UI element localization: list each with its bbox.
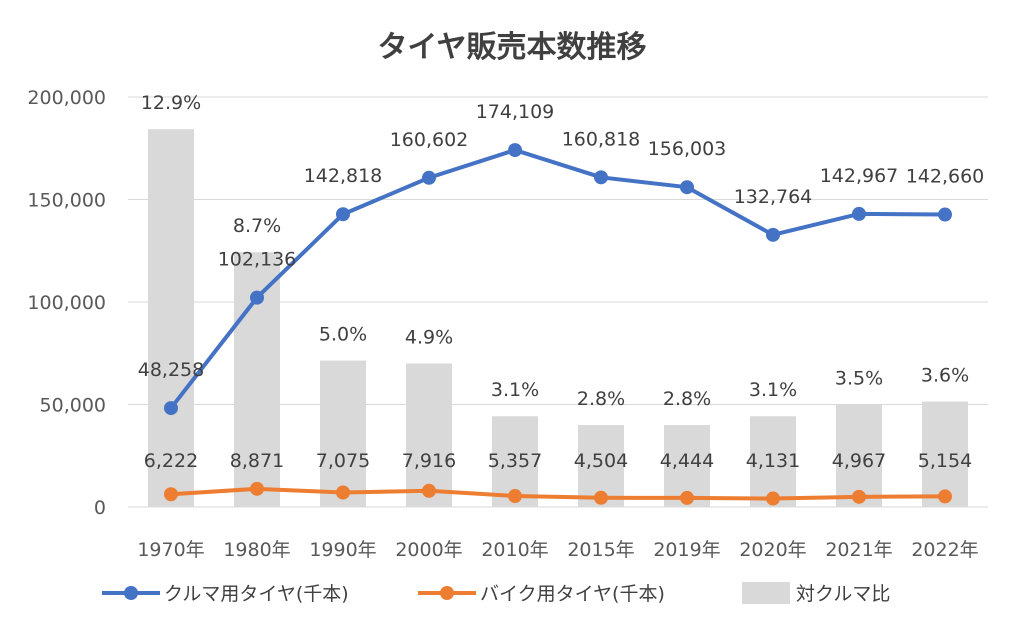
line-data-label: 4,967 bbox=[832, 450, 886, 472]
axes: 0 50,000 100,000 150,000 200,000 1970年 1980年 19… bbox=[27, 87, 978, 561]
x-tick-label: 2021年 bbox=[825, 539, 892, 561]
chart-title: タイヤ販売本数推移 bbox=[377, 30, 646, 65]
line-data-label: 142,660 bbox=[906, 166, 985, 188]
data-point bbox=[336, 207, 350, 222]
line-data-label: 6,222 bbox=[144, 450, 198, 472]
data-point bbox=[594, 490, 608, 505]
line-data-label: 160,602 bbox=[390, 129, 469, 151]
bar bbox=[320, 360, 366, 507]
data-point bbox=[164, 487, 178, 502]
legend-label: クルマ用タイヤ(千本) bbox=[164, 583, 349, 605]
series-line bbox=[169, 148, 946, 410]
y-tick-label: 0 bbox=[94, 497, 106, 519]
data-point bbox=[250, 290, 264, 305]
bar-data-label: 12.9% bbox=[141, 92, 201, 114]
x-tick-label: 2022年 bbox=[911, 539, 978, 561]
legend: クルマ用タイヤ(千本) バイク用タイヤ(千本) 対クルマ比 bbox=[102, 582, 890, 605]
y-tick-label: 200,000 bbox=[27, 87, 106, 109]
line-data-label: 142,818 bbox=[304, 165, 383, 187]
line-data-label: 8,871 bbox=[230, 450, 284, 472]
bar-data-label: 5.0% bbox=[319, 324, 367, 346]
bar-data-label: 3.5% bbox=[835, 368, 883, 390]
data-point bbox=[852, 489, 866, 504]
bar-data-label: 3.6% bbox=[921, 365, 969, 387]
data-point bbox=[250, 481, 264, 496]
line-data-label: 48,258 bbox=[138, 359, 204, 381]
data-point bbox=[594, 170, 608, 185]
legend-bar-marker bbox=[742, 582, 790, 604]
line-data-label: 174,109 bbox=[476, 101, 555, 123]
line-data-label: 5,154 bbox=[918, 450, 972, 472]
data-point bbox=[680, 180, 694, 195]
legend-label: バイク用タイヤ(千本) bbox=[480, 583, 665, 605]
data-point bbox=[680, 490, 694, 505]
data-point bbox=[766, 227, 780, 242]
bar-data-label: 3.1% bbox=[491, 379, 539, 401]
line-data-label: 160,818 bbox=[562, 128, 641, 150]
bar-data-label: 4.9% bbox=[405, 327, 453, 349]
data-point bbox=[422, 483, 436, 498]
legend-point-marker bbox=[124, 586, 138, 600]
bar-data-label: 2.8% bbox=[577, 388, 625, 410]
x-tick-label: 2010年 bbox=[481, 539, 548, 561]
data-point bbox=[766, 491, 780, 506]
data-point bbox=[336, 485, 350, 500]
bar bbox=[922, 401, 968, 507]
bar bbox=[406, 363, 452, 507]
y-tick-label: 50,000 bbox=[40, 395, 106, 417]
series-line bbox=[170, 486, 946, 501]
line-data-label: 4,131 bbox=[746, 450, 800, 472]
x-tick-label: 2019年 bbox=[653, 539, 720, 561]
line-data-label: 7,916 bbox=[402, 450, 456, 472]
line-data-label: 4,444 bbox=[660, 450, 714, 472]
bar-series bbox=[148, 129, 968, 507]
bar-data-label: 8.7% bbox=[233, 215, 281, 237]
line-data-label: 102,136 bbox=[218, 249, 297, 271]
data-point bbox=[508, 489, 522, 504]
x-tick-label: 2000年 bbox=[395, 539, 462, 561]
line-data-label: 5,357 bbox=[488, 450, 542, 472]
x-tick-label: 1980年 bbox=[223, 539, 290, 561]
bar-data-label: 3.1% bbox=[749, 379, 797, 401]
data-labels: 48,258 102,136 142,818 160,602 174,109 160,81… bbox=[138, 92, 985, 472]
data-point bbox=[938, 489, 952, 504]
x-tick-label: 2020年 bbox=[739, 539, 806, 561]
bar bbox=[148, 129, 194, 507]
line-data-label: 4,504 bbox=[574, 450, 628, 472]
line-data-label: 132,764 bbox=[734, 186, 813, 208]
data-point bbox=[508, 143, 522, 158]
line-data-label: 156,003 bbox=[648, 138, 727, 160]
data-point bbox=[164, 401, 178, 416]
x-tick-label: 1990年 bbox=[309, 539, 376, 561]
bar-data-label: 2.8% bbox=[663, 388, 711, 410]
legend-point-marker bbox=[440, 586, 454, 600]
x-tick-label: 1970年 bbox=[137, 539, 204, 561]
line-data-label: 142,967 bbox=[820, 165, 899, 187]
line-data-label: 7,075 bbox=[316, 450, 370, 472]
y-tick-label: 150,000 bbox=[27, 190, 106, 212]
data-point bbox=[938, 207, 952, 222]
legend-label: 対クルマ比 bbox=[796, 583, 890, 605]
x-tick-label: 2015年 bbox=[567, 539, 634, 561]
data-point bbox=[422, 170, 436, 185]
y-tick-label: 100,000 bbox=[27, 292, 106, 314]
data-point bbox=[852, 206, 866, 221]
line-series bbox=[164, 143, 952, 506]
